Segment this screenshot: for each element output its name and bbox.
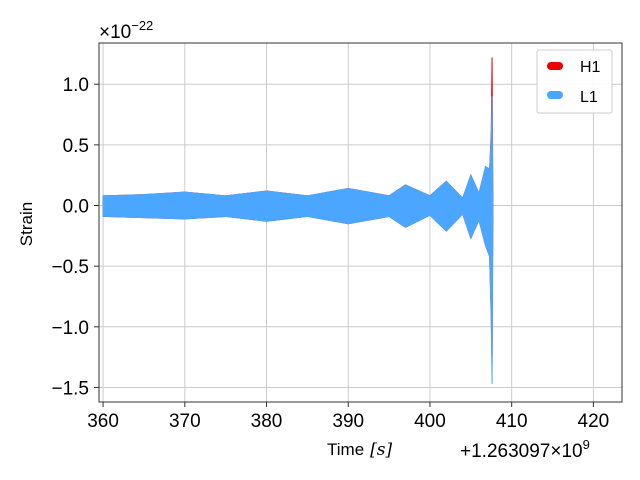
x-offset-times: ×10	[550, 441, 582, 462]
grid-lines	[99, 43, 622, 402]
y-tick-label: −1.0	[51, 318, 89, 339]
y-tick-label: 0.0	[63, 197, 89, 218]
legend-swatch-l1	[547, 91, 563, 99]
x-axis-ticks: 360 370 380 390 400 410 420	[87, 402, 609, 432]
legend: H1 L1	[536, 49, 613, 114]
y-multiplier-exponent: −22	[131, 18, 153, 33]
x-tick-label: 380	[251, 411, 283, 432]
legend-label-h1: H1	[580, 59, 601, 76]
x-offset-value: +1.263097	[460, 441, 550, 462]
plot-frame	[98, 42, 623, 403]
y-tick-label: −1.5	[51, 378, 89, 399]
y-tick-label: 0.5	[63, 136, 89, 157]
legend-label-l1: L1	[580, 89, 598, 106]
x-tick-label: 410	[496, 411, 528, 432]
y-multiplier-base: ×10	[99, 22, 131, 43]
y-tick-label: 1.0	[63, 75, 89, 96]
x-axis-label-unit: [s]	[370, 440, 392, 460]
series-l1-envelope	[102, 96, 494, 384]
legend-box	[536, 49, 613, 114]
x-tick-label: 400	[414, 411, 446, 432]
x-tick-label: 390	[332, 411, 364, 432]
y-axis-label: Strain	[17, 202, 36, 246]
legend-swatch-h1	[547, 62, 563, 70]
x-axis-label-text: Time	[327, 440, 364, 459]
y-multiplier: ×10−22	[99, 18, 153, 43]
series-layer	[102, 57, 494, 384]
x-tick-label: 420	[578, 411, 610, 432]
y-tick-label: −0.5	[51, 257, 89, 278]
x-offset: +1.263097×109	[460, 437, 590, 462]
x-tick-label: 370	[169, 411, 201, 432]
x-offset-exponent: 9	[583, 437, 590, 452]
x-axis-label: Time [s]	[327, 440, 393, 460]
y-axis-ticks: 1.0 0.5 0.0 −0.5 −1.0 −1.5	[51, 75, 99, 399]
x-tick-label: 360	[87, 411, 119, 432]
legend-entry-l1: L1	[547, 89, 598, 106]
legend-entry-h1: H1	[547, 59, 601, 76]
